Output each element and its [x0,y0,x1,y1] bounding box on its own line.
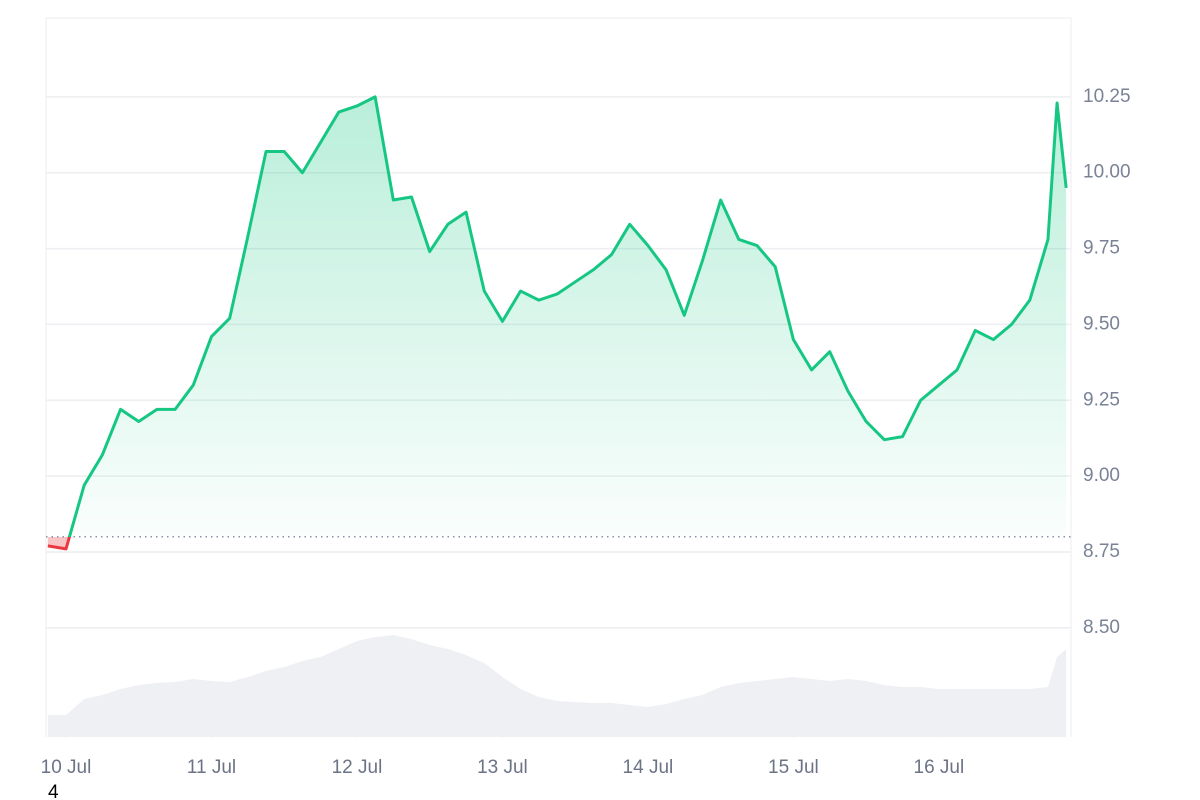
x-tick-label: 12 Jul [332,757,383,778]
y-tick-label: 9.75 [1083,238,1120,259]
y-tick-label: 8.50 [1083,617,1120,638]
y-tick-label: 9.50 [1083,313,1120,334]
x-tick-label: 13 Jul [477,757,528,778]
x-tick-label: 16 Jul [914,757,965,778]
footnote: 4 [48,782,59,800]
volume-area [47,635,1067,737]
price-area [47,96,1067,549]
x-tick-label: 14 Jul [623,757,674,778]
x-tick-label: 15 Jul [768,757,819,778]
x-tick-label: 10 Jul [41,757,92,778]
x-tick-label: 11 Jul [187,757,236,778]
y-tick-label: 10.00 [1083,162,1131,183]
price-line [47,95,1068,551]
y-tick-label: 8.75 [1083,541,1120,562]
y-tick-label: 9.25 [1083,389,1120,410]
y-tick-label: 9.00 [1083,465,1120,486]
y-tick-label: 10.25 [1083,86,1131,107]
